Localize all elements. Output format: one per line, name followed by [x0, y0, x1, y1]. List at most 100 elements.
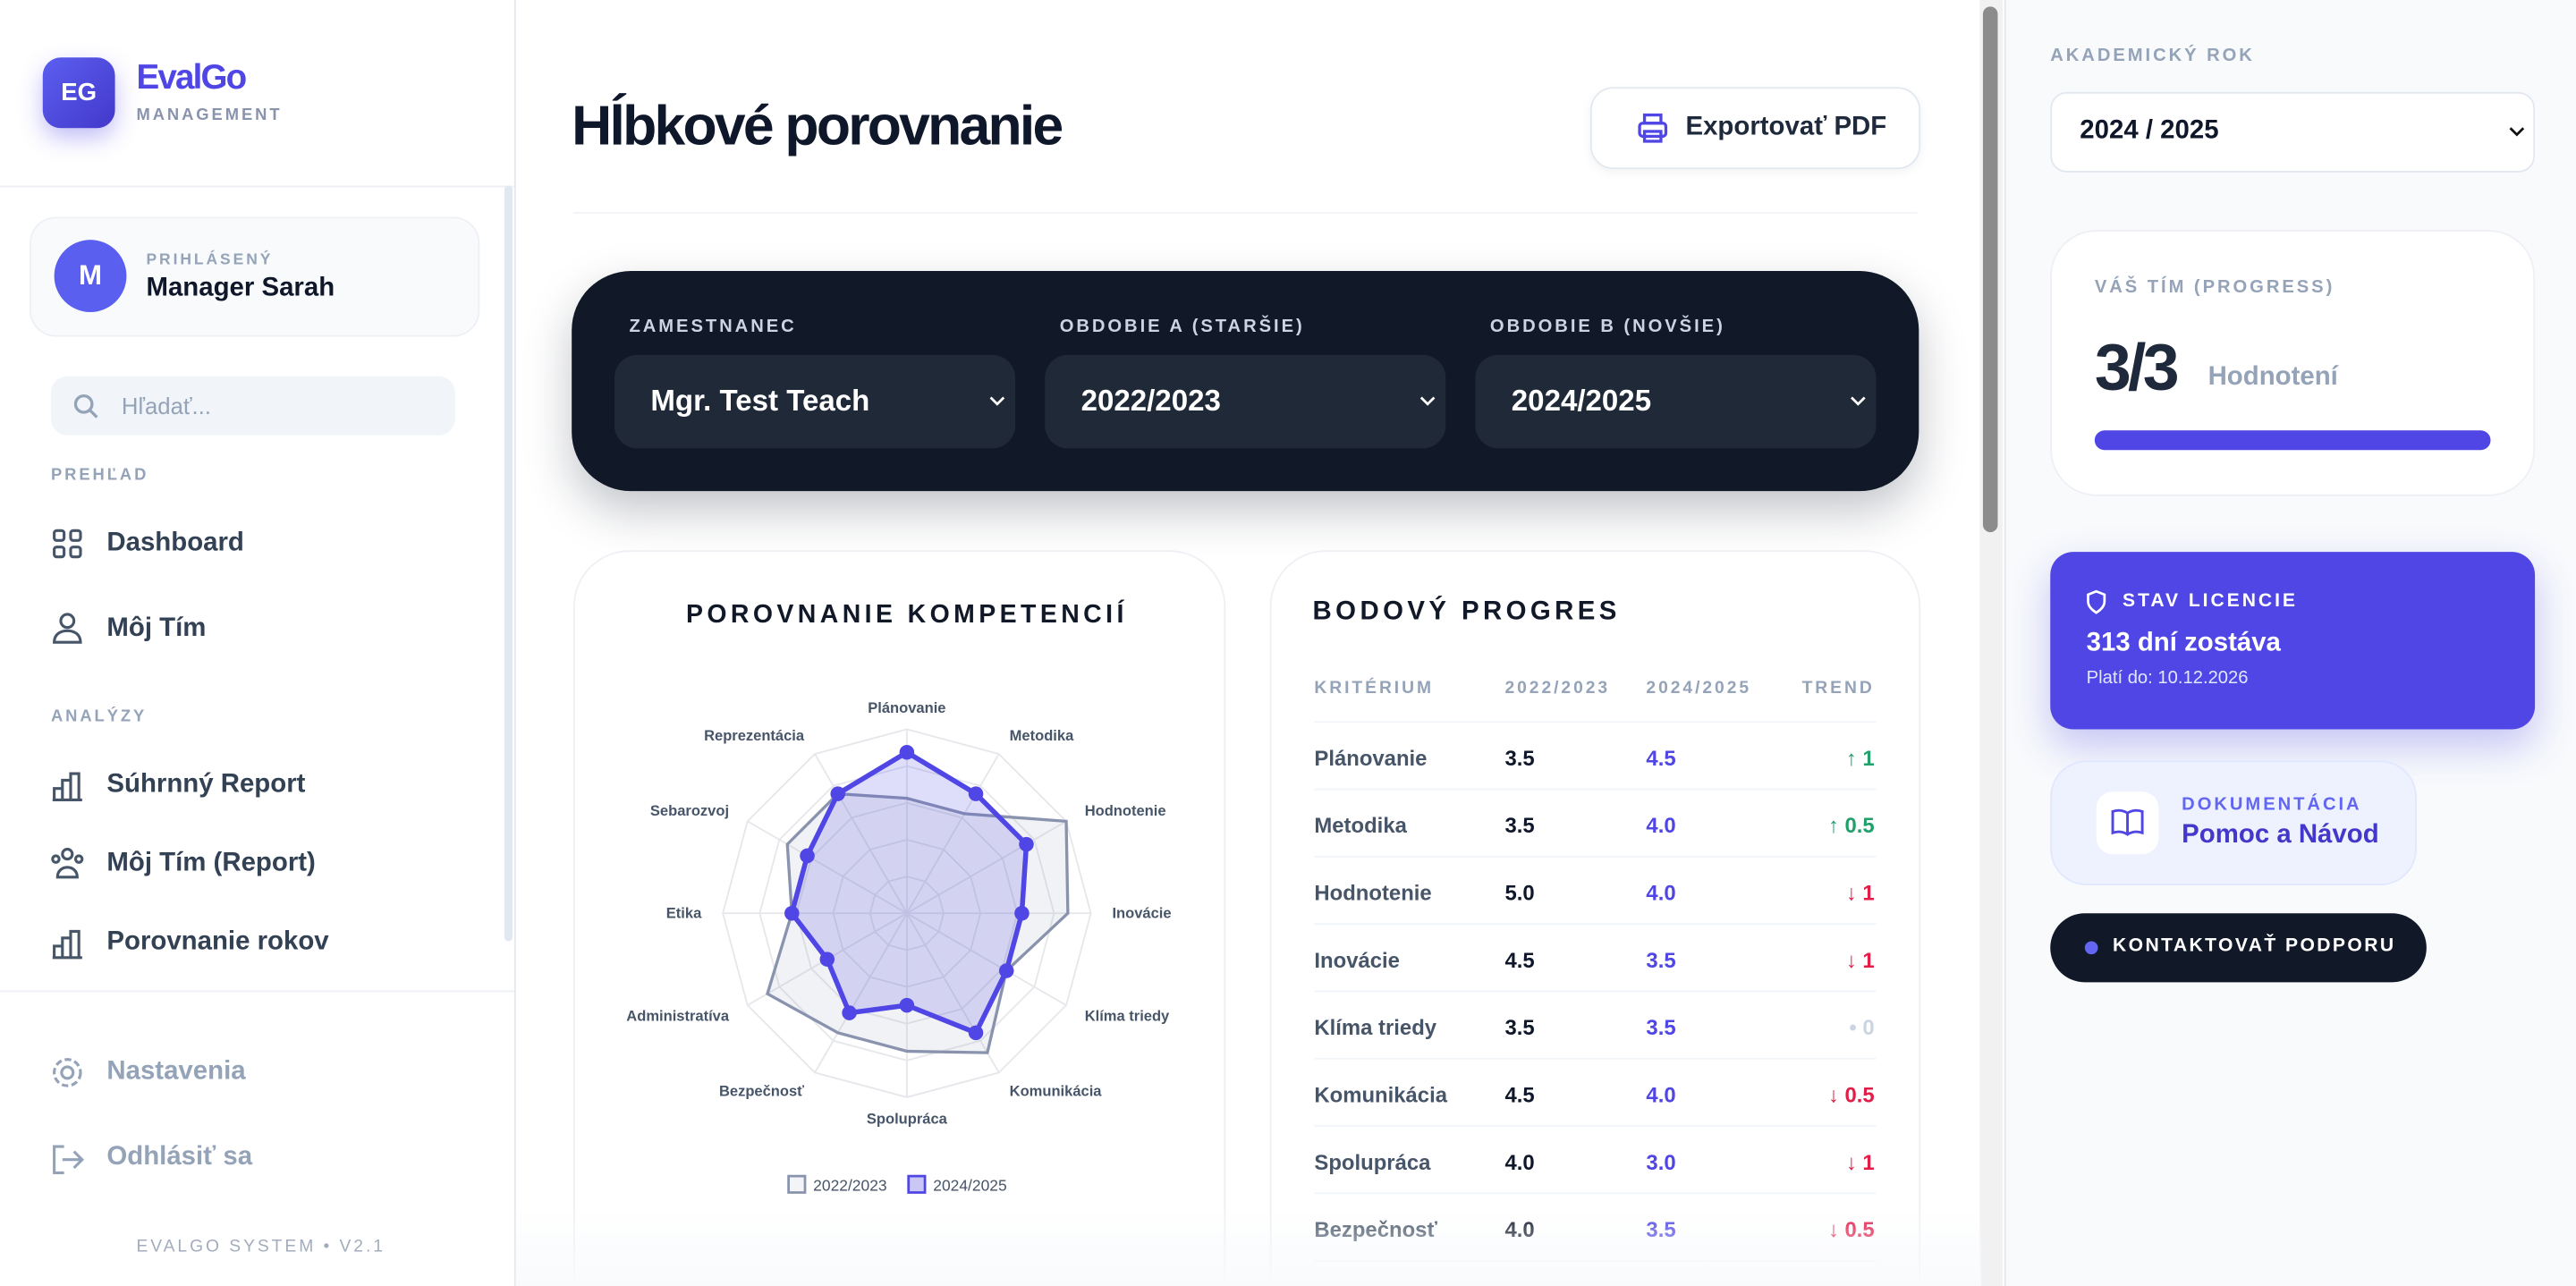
axis-label: Spolupráca [867, 1110, 948, 1127]
status-dot [2084, 941, 2098, 955]
team-label: VÁŠ TÍM (PROGRESS) [2094, 277, 2335, 298]
printer-icon [1638, 113, 1668, 143]
chevron [1851, 396, 1866, 406]
radar-spoke [814, 753, 908, 914]
column-header: TREND [1801, 678, 1875, 698]
column-header: KRITÉRIUM [1314, 678, 1434, 698]
license-title: STAV LICENCIE [2123, 591, 2298, 612]
docs-title: Pomoc a Návod [2182, 821, 2379, 850]
legend-label: 2024/2025 [933, 1177, 1006, 1195]
filter-select[interactable]: 2024/2025 [1475, 354, 1877, 449]
column-header: 2024/2025 [1646, 678, 1752, 698]
table-cell: 4.5 [1504, 947, 1535, 973]
page-title: Hĺbkové porovnanie [572, 95, 1063, 158]
table-cell: 4.5 [1646, 745, 1676, 771]
search-box[interactable]: Hľadať... [50, 376, 455, 436]
radar-point [819, 952, 835, 967]
trend-cell: ↓ 1 [1845, 880, 1875, 906]
docs-card[interactable]: DOKUMENTÁCIA Pomoc a Návod [2050, 760, 2417, 886]
trend-cell: • 0 [1849, 1015, 1875, 1040]
column-header: 2022/2023 [1504, 678, 1611, 698]
docs-icon-box [2096, 791, 2159, 855]
brand-text: EvalGo [136, 59, 247, 97]
axis-label: Inovácie [1112, 905, 1171, 922]
team-unit: Hodnotení [2207, 362, 2338, 392]
table-cell: 3.0 [1646, 1149, 1676, 1175]
trend-cell: ↑ 0.5 [1827, 813, 1875, 838]
nav-item[interactable]: Odhlásiť sa [106, 1143, 253, 1172]
logo: EG [42, 57, 115, 129]
license-card: STAV LICENCIE 313 dní zostáva Platí do: … [2050, 552, 2536, 730]
filter-value: 2022/2023 [1080, 384, 1221, 418]
radar-point [800, 848, 815, 864]
divider [573, 211, 1918, 214]
radar-point [784, 905, 800, 921]
search-icon [73, 394, 98, 419]
radar-point [968, 786, 984, 801]
bottom-icons [53, 1058, 85, 1174]
table-cell: 4.0 [1646, 813, 1676, 838]
row-divider [1314, 721, 1877, 723]
sidebar: EG EvalGo MANAGEMENT M PRIHLÁSENÝ Manage… [0, 0, 516, 1286]
table-cell: Klíma triedy [1314, 1015, 1437, 1040]
chart-title: POROVNANIE KOMPETENCIÍ [686, 600, 1128, 629]
nav-item[interactable]: Môj Tím [106, 613, 207, 643]
trend-cell: ↑ 1 [1845, 745, 1875, 771]
radar-spoke [906, 820, 1067, 915]
filter-select[interactable]: Mgr. Test Teach [614, 354, 1016, 449]
radar-point [968, 1025, 984, 1041]
axis-label: Sebarozvoj [650, 802, 729, 819]
axis-label: Bezpečnosť [719, 1083, 804, 1100]
chevron [2509, 127, 2525, 137]
row-divider [1314, 1192, 1877, 1195]
axis-label: Metodika [1010, 727, 1074, 744]
sidebar-scrollbar [504, 185, 513, 942]
version: EVALGO SYSTEM • V2.1 [136, 1237, 386, 1257]
chevron [989, 396, 1005, 406]
table-cell: 3.5 [1504, 813, 1535, 838]
user-label: PRIHLÁSENÝ [146, 251, 274, 270]
nav-item[interactable]: Súhrnný Report [106, 770, 306, 799]
radar-chart: POROVNANIE KOMPETENCIÍ Plánovanie Metodika… [626, 600, 1171, 1195]
table-cell: 5.0 [1504, 880, 1535, 906]
nav-section-title: ANALÝZY [50, 707, 148, 726]
row-divider [1314, 923, 1877, 926]
trend-cell: ↓ 1 [1845, 947, 1875, 973]
nav-item[interactable]: Nastavenia [106, 1057, 246, 1087]
filter-label: ZAMESTNANEC [629, 317, 797, 337]
export-label: Exportovať PDF [1685, 113, 1887, 141]
row-divider [1314, 788, 1877, 791]
filter-select[interactable]: 2022/2023 [1045, 354, 1446, 449]
avatar: M [54, 240, 127, 312]
divider [0, 185, 514, 188]
divider [0, 990, 514, 993]
book-icon [2111, 808, 2144, 836]
table-cell: 3.5 [1646, 947, 1676, 973]
table-cell: 4.0 [1646, 1082, 1676, 1107]
nav-item[interactable]: Môj Tím (Report) [106, 849, 316, 877]
legend-swatch [907, 1174, 927, 1194]
year-select[interactable]: 2024 / 2025 [2050, 91, 2536, 173]
axis-label: Komunikácia [1010, 1083, 1103, 1100]
radar-area [766, 791, 1070, 1054]
nav-item[interactable]: Porovnanie rokov [106, 927, 329, 956]
export-button[interactable]: Exportovať PDF [1589, 87, 1921, 170]
row-divider [1314, 855, 1877, 858]
radar-point [830, 786, 846, 801]
radar-spoke [906, 753, 1000, 914]
radar-point [998, 963, 1014, 978]
nav-item[interactable]: Dashboard [106, 529, 244, 557]
axis-label: Etika [666, 905, 702, 922]
user-card[interactable]: M PRIHLÁSENÝ Manager Sarah [30, 216, 480, 337]
axis-label: Reprezentácia [704, 727, 805, 744]
table-cell: Komunikácia [1314, 1082, 1448, 1107]
radar-point [899, 744, 915, 760]
brand-name: EvalGo [136, 59, 247, 98]
support-button[interactable]: KONTAKTOVAŤ PODPORU [2050, 913, 2427, 983]
docs-label: DOKUMENTÁCIA [2182, 794, 2362, 816]
license-days: 313 dní zostáva [2086, 629, 2281, 657]
year-label: AKADEMICKÝ ROK [2050, 46, 2255, 66]
nav-icons [51, 529, 84, 960]
